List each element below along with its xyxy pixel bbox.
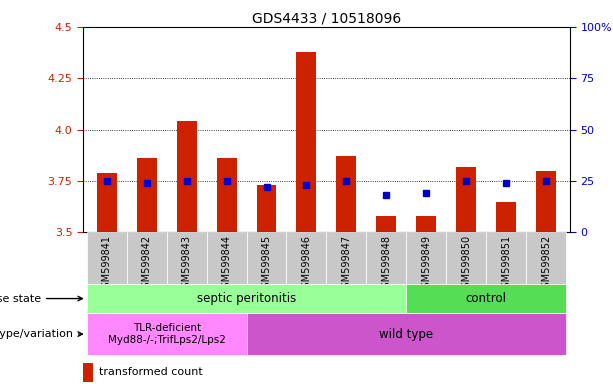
- FancyBboxPatch shape: [246, 313, 566, 355]
- Text: GSM599841: GSM599841: [102, 235, 112, 294]
- Text: GSM599844: GSM599844: [221, 235, 232, 294]
- Bar: [137, 158, 157, 232]
- FancyBboxPatch shape: [167, 232, 207, 284]
- FancyBboxPatch shape: [87, 284, 406, 313]
- Title: GDS4433 / 10518096: GDS4433 / 10518096: [252, 12, 401, 26]
- FancyBboxPatch shape: [367, 232, 406, 284]
- Bar: [376, 216, 397, 232]
- Text: GSM599846: GSM599846: [302, 235, 311, 294]
- FancyBboxPatch shape: [406, 232, 446, 284]
- Text: GSM599843: GSM599843: [181, 235, 192, 294]
- FancyBboxPatch shape: [83, 362, 93, 382]
- FancyBboxPatch shape: [446, 232, 486, 284]
- Text: genotype/variation: genotype/variation: [0, 329, 82, 339]
- Text: GSM599851: GSM599851: [501, 235, 511, 294]
- Text: control: control: [466, 292, 507, 305]
- FancyBboxPatch shape: [406, 284, 566, 313]
- Text: GSM599849: GSM599849: [421, 235, 432, 294]
- Text: GSM599847: GSM599847: [341, 235, 351, 294]
- FancyBboxPatch shape: [286, 232, 327, 284]
- Text: septic peritonitis: septic peritonitis: [197, 292, 296, 305]
- Text: GSM599848: GSM599848: [381, 235, 391, 294]
- Bar: [416, 216, 436, 232]
- Text: TLR-deficient
Myd88-/-;TrifLps2/Lps2: TLR-deficient Myd88-/-;TrifLps2/Lps2: [108, 323, 226, 345]
- Bar: [256, 185, 276, 232]
- Text: disease state: disease state: [0, 293, 82, 304]
- Text: GSM599852: GSM599852: [541, 235, 551, 294]
- FancyBboxPatch shape: [87, 313, 246, 355]
- Bar: [456, 167, 476, 232]
- Text: wild type: wild type: [379, 328, 433, 341]
- FancyBboxPatch shape: [486, 232, 526, 284]
- FancyBboxPatch shape: [327, 232, 367, 284]
- FancyBboxPatch shape: [526, 232, 566, 284]
- FancyBboxPatch shape: [246, 232, 286, 284]
- Text: GSM599845: GSM599845: [262, 235, 272, 294]
- FancyBboxPatch shape: [87, 232, 127, 284]
- Bar: [177, 121, 197, 232]
- Bar: [337, 156, 356, 232]
- Text: GSM599842: GSM599842: [142, 235, 151, 294]
- Bar: [536, 170, 556, 232]
- FancyBboxPatch shape: [207, 232, 246, 284]
- Bar: [297, 51, 316, 232]
- Text: GSM599850: GSM599850: [461, 235, 471, 294]
- Bar: [216, 158, 237, 232]
- Bar: [97, 173, 116, 232]
- FancyBboxPatch shape: [127, 232, 167, 284]
- Bar: [496, 202, 516, 232]
- Text: transformed count: transformed count: [99, 367, 202, 377]
